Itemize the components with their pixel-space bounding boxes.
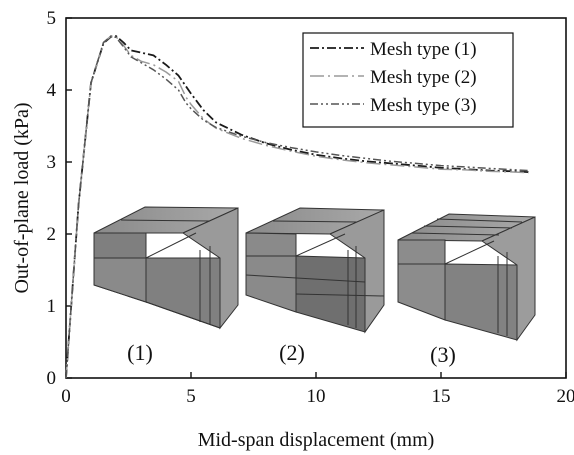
x-tick-label: 10 <box>307 386 326 407</box>
legend-box <box>302 32 514 128</box>
y-axis-title: Out-of-plane load (kPa) <box>11 102 33 293</box>
mesh-type-1-label: (1) <box>127 340 153 365</box>
chart-legend: Mesh type (1) Mesh type (2) Mesh type (3) <box>302 32 514 128</box>
mesh-type-1-illustration: (1) <box>93 206 239 365</box>
series-line-mesh-type-1 <box>65 35 529 379</box>
x-tick-label: 20 <box>557 386 574 407</box>
y-tick-label: 1 <box>47 296 57 317</box>
mesh-type-3-illustration: (3) <box>397 213 536 367</box>
mesh-type-3-label: (3) <box>430 342 456 367</box>
y-tick-label: 4 <box>47 80 57 101</box>
y-tick-label: 3 <box>47 152 57 173</box>
legend-label-mesh-type-1: Mesh type (1) <box>370 39 477 60</box>
x-axis: 0 5 10 15 20 <box>61 372 574 407</box>
legend-label-mesh-type-2: Mesh type (2) <box>370 67 477 88</box>
mesh-type-2-label: (2) <box>279 340 305 365</box>
y-tick-label: 5 <box>47 8 57 29</box>
legend-label-mesh-type-3: Mesh type (3) <box>370 95 477 116</box>
x-tick-label: 5 <box>186 386 196 407</box>
y-tick-label: 2 <box>47 224 57 245</box>
y-axis: 0 1 2 3 4 5 <box>47 8 72 389</box>
x-axis-title: Mid-span displacement (mm) <box>198 429 435 451</box>
x-tick-label: 15 <box>432 386 451 407</box>
series-line-mesh-type-2 <box>65 35 529 379</box>
series-layer <box>65 35 529 379</box>
y-tick-label: 0 <box>47 368 57 389</box>
x-tick-label: 0 <box>61 386 71 407</box>
mesh-type-2-illustration: (2) <box>245 207 385 365</box>
